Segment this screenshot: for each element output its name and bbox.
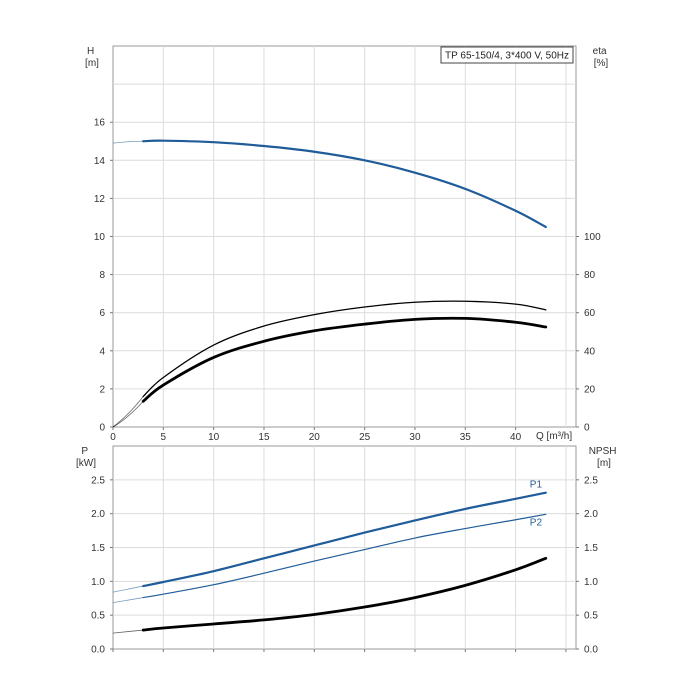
chart-title-box [440, 46, 574, 64]
x-tick-label: 40 [510, 432, 522, 443]
x-tick-label: 25 [359, 432, 371, 443]
head-grid [113, 46, 576, 427]
power-axis-label: P [kW] [76, 446, 96, 469]
npsh-tick-label: 1.0 [584, 577, 598, 588]
p1-curve [142, 491, 547, 588]
head-tick-label: 8 [99, 270, 105, 281]
head-tick-label: 16 [94, 118, 106, 129]
p1-curve-label: P1 [530, 480, 543, 491]
efficiency-tick-label: 60 [584, 308, 596, 319]
efficiency-axis-label: eta [%] [593, 46, 610, 69]
efficiency-tick-label: 20 [584, 384, 596, 395]
head-axis-label: H [m] [85, 46, 99, 69]
power-tick-label: 0.0 [91, 645, 105, 656]
npsh-tick-label: 0.5 [584, 611, 598, 622]
head-curve-extension [112, 140, 144, 144]
head-tick-label: 10 [94, 232, 106, 243]
npsh-tick-label: 2.5 [584, 475, 598, 486]
efficiency-curve [142, 300, 547, 398]
head-tick-label: 6 [99, 308, 105, 319]
power-grid [113, 446, 576, 649]
power-tick-label: 0.5 [91, 611, 105, 622]
efficiency-tick-label: 100 [584, 232, 601, 243]
head-tick-label: 2 [99, 384, 105, 395]
npsh-curve-extension [112, 629, 144, 634]
head-curve [142, 139, 547, 229]
power-tick-label: 2.5 [91, 475, 105, 486]
x-tick-label: 10 [208, 432, 220, 443]
npsh-tick-label: 0.0 [584, 645, 598, 656]
npsh-axis-label: NPSH [m] [589, 446, 620, 469]
p2-curve-label: P2 [530, 517, 543, 528]
npsh-tick-label: 1.5 [584, 543, 598, 554]
efficiency-tick-label: 0 [584, 423, 590, 434]
power-series: P1 P2 [112, 480, 548, 634]
p2-curve [142, 513, 547, 599]
head-tick-labels: 0 5 10 15 20 25 30 35 40 0 2 4 6 8 10 12 14 16 0 20 40 60 80 10… [94, 118, 601, 443]
power-tick-label: 1.0 [91, 577, 105, 588]
flow-axis-label: Q [m³/h] [536, 431, 572, 442]
power-tick-label: 1.5 [91, 543, 105, 554]
power-npsh-panel: 0.00.51.01.52.02.50.00.51.01.52.02.5 P1P… [76, 445, 620, 656]
head-tick-label: 4 [99, 346, 105, 357]
x-tick-label: 20 [309, 432, 321, 443]
x-tick-label: 30 [409, 432, 421, 443]
head-tick-label: 14 [94, 156, 106, 167]
power-tick-label: 2.0 [91, 509, 105, 520]
power-tick-labels: 0.0 0.5 1.0 1.5 2.0 2.5 0.0 0.5 1.0 1.5 2.0 2.5 [91, 475, 598, 655]
head-series [112, 139, 548, 428]
x-tick-label: 0 [110, 432, 116, 443]
x-tick-label: 15 [258, 432, 270, 443]
efficiency-curve-2 [141, 316, 548, 403]
x-tick-label: 35 [460, 432, 472, 443]
head-efficiency-panel: 0 5 10 15 20 25 30 35 40 0 2 4 6 8 10 12 14 16 0 20 40 60 80 10… [85, 45, 610, 443]
x-tick-label: 5 [161, 432, 167, 443]
efficiency-tick-label: 80 [584, 270, 596, 281]
chart-title: TP 65-150/4, 3*400 V, 50Hz [445, 51, 569, 62]
head-tick-label: 0 [99, 423, 105, 434]
head-tick-label: 12 [94, 194, 106, 205]
efficiency-curve-2-extension [112, 401, 144, 428]
npsh-tick-label: 2.0 [584, 509, 598, 520]
p1-curve-extension [112, 585, 144, 593]
npsh-curve [141, 556, 548, 632]
efficiency-tick-label: 40 [584, 346, 596, 357]
p2-curve-extension [112, 597, 144, 604]
